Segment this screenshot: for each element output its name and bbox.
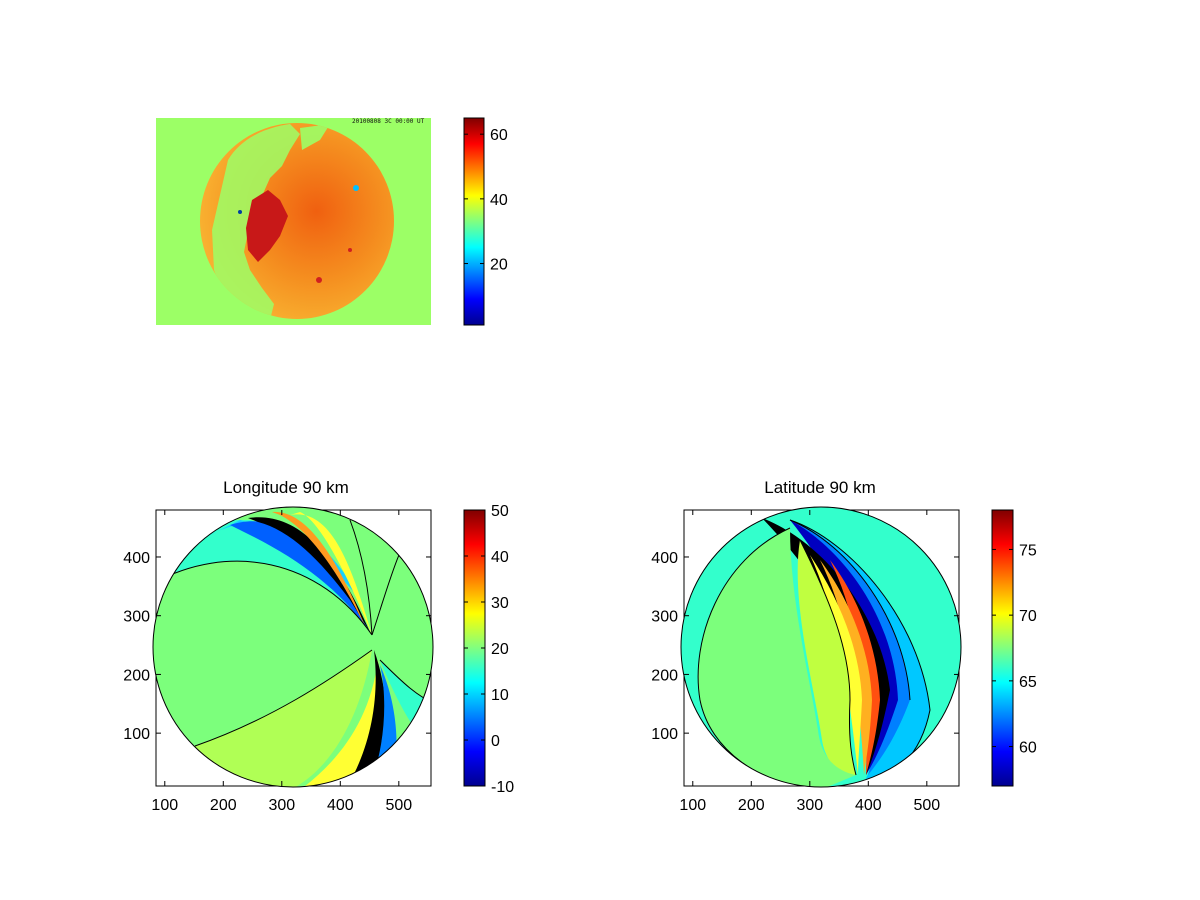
- latitude-colorbar: 60 65 70 75: [991, 509, 1037, 787]
- colorbar-tick-label: 30: [491, 595, 509, 612]
- colorbar-tick-label: 75: [1019, 542, 1037, 559]
- longitude-panel: Longitude 90 km 100 200 300 400 500 100 200 300…: [123, 478, 434, 814]
- colorbar-tick-label: 70: [1019, 608, 1037, 625]
- y-tick-label: 400: [651, 550, 678, 567]
- x-tick-label: 500: [385, 797, 412, 814]
- colorbar-gradient: [464, 118, 484, 325]
- latitude-contours: [697, 518, 931, 787]
- colorbar-tick-label: 0: [491, 733, 500, 750]
- colorbar-tick-label: 20: [490, 257, 508, 274]
- colorbar-tick-label: 20: [491, 641, 509, 658]
- colorbar-tick-label: 40: [490, 192, 508, 209]
- colorbar-gradient: [464, 510, 485, 786]
- x-tick-label: 200: [210, 797, 237, 814]
- latitude-axis-ticks: 100 200 300 400 500 100 200 300 400: [651, 510, 959, 814]
- lon-band-cyan: [153, 520, 372, 635]
- x-tick-label: 400: [327, 797, 354, 814]
- x-tick-label: 200: [738, 797, 765, 814]
- y-tick-label: 200: [651, 667, 678, 684]
- colorbar-frame: [991, 509, 1014, 787]
- colorbar-tick-label: 65: [1019, 674, 1037, 691]
- x-tick-label: 300: [796, 797, 823, 814]
- lon-band-lower-black: [345, 650, 387, 787]
- x-tick-label: 100: [151, 797, 178, 814]
- colorbar-tick-label: 10: [491, 687, 509, 704]
- longitude-axis-ticks: 100 200 300 400 500 100 200 300 400: [123, 510, 431, 814]
- image-label: 20100808 3C 00:00 UT: [352, 118, 425, 125]
- colorbar-tick-label: -10: [491, 779, 514, 796]
- lon-band-upper-yellow: [290, 512, 372, 635]
- latitude-title: Latitude 90 km: [764, 478, 876, 497]
- x-tick-label: 400: [855, 797, 882, 814]
- colorbar-tick-label: 50: [491, 503, 509, 520]
- colorbar-tick-label: 60: [1019, 740, 1037, 757]
- y-tick-label: 200: [123, 667, 150, 684]
- lat-band-lime: [797, 540, 856, 776]
- disk-features: [212, 124, 359, 319]
- colorbar-tick-label: 60: [490, 127, 508, 144]
- lat-band-yellow: [810, 555, 862, 775]
- lon-band-upper-black: [248, 517, 370, 632]
- longitude-colorbar: -10 0 10 20 30 40 50: [463, 503, 514, 796]
- y-tick-label: 400: [123, 550, 150, 567]
- latitude-panel: Latitude 90 km 100 200 300 400 500 100 200 300 4…: [651, 478, 962, 814]
- x-tick-label: 500: [913, 797, 940, 814]
- colorbar-gradient: [992, 510, 1013, 786]
- y-tick-label: 300: [651, 609, 678, 626]
- lat-band-green: [698, 528, 856, 787]
- colorbar-tick-label: 40: [491, 549, 509, 566]
- y-tick-label: 100: [123, 726, 150, 743]
- lon-band-lower-yellow: [300, 660, 380, 787]
- image-colorbar: 20 40 60: [463, 117, 508, 326]
- longitude-title: Longitude 90 km: [223, 478, 349, 497]
- image-panel: 20100808 3C 00:00 UT: [156, 118, 431, 325]
- lon-band-lower-lime: [180, 650, 372, 787]
- x-tick-label: 300: [268, 797, 295, 814]
- colorbar-frame: [463, 117, 485, 326]
- y-tick-label: 100: [651, 726, 678, 743]
- y-tick-label: 300: [123, 609, 150, 626]
- lat-band-orange: [820, 560, 872, 775]
- x-tick-label: 100: [679, 797, 706, 814]
